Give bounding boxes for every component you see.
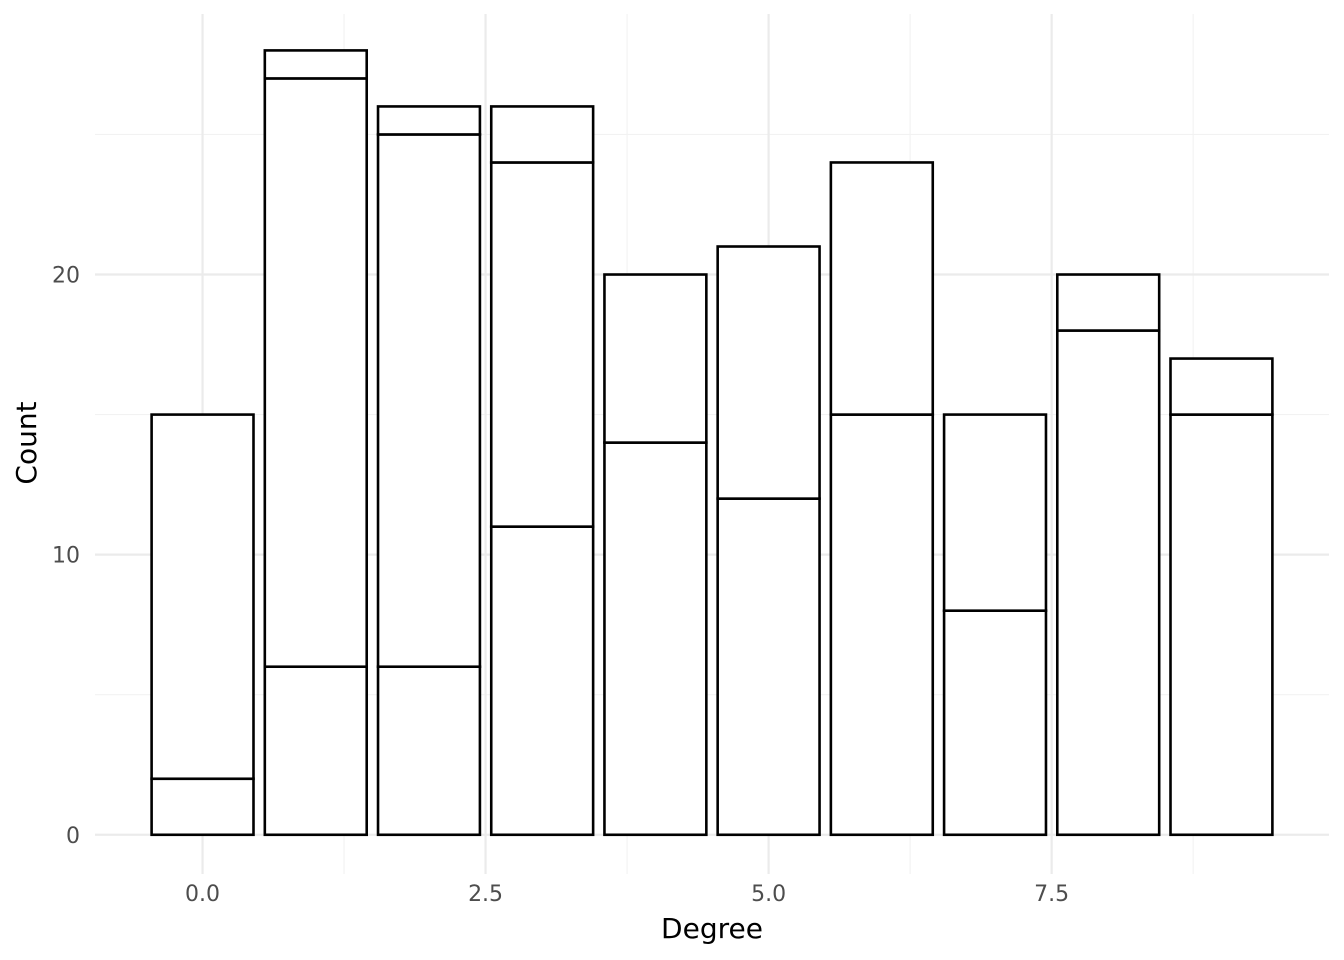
bar-segment [603, 441, 708, 837]
bar-segment [1169, 357, 1274, 416]
bar-segment [376, 665, 482, 837]
y-tick-labels: 0 10 20 [52, 264, 80, 849]
bar-segment [1055, 329, 1161, 837]
bar-segment [716, 245, 821, 500]
bar-segment [489, 525, 595, 837]
bar-segment [489, 161, 595, 528]
bars-layer [150, 49, 1274, 837]
bar-segment [829, 161, 935, 416]
y-tick-label: 10 [52, 544, 80, 569]
y-axis-title: Count [10, 401, 43, 484]
bar-segment [829, 413, 935, 837]
bar-segment [150, 413, 255, 781]
bar-segment [376, 105, 482, 136]
y-tick-label: 20 [52, 264, 80, 289]
x-tick-label: 0.0 [185, 882, 220, 907]
bar-segment [942, 413, 1048, 612]
x-tick-labels: 0.0 2.5 5.0 7.5 [185, 882, 1069, 907]
x-tick-label: 2.5 [468, 882, 503, 907]
bar-segment [1055, 273, 1161, 332]
bar-segment [376, 133, 482, 669]
bar-segment [150, 777, 255, 837]
y-tick-label: 0 [66, 824, 80, 849]
bar-segment [489, 105, 595, 164]
x-tick-label: 5.0 [751, 882, 786, 907]
x-axis-title: Degree [661, 912, 763, 945]
bar-segment [263, 49, 369, 80]
bar-segment [263, 665, 369, 837]
bar-segment [263, 77, 369, 669]
bar-segment [942, 609, 1048, 837]
bar-segment [603, 273, 708, 444]
bar-segment [1169, 413, 1274, 837]
x-tick-label: 7.5 [1034, 882, 1069, 907]
bar-segment [716, 497, 821, 837]
